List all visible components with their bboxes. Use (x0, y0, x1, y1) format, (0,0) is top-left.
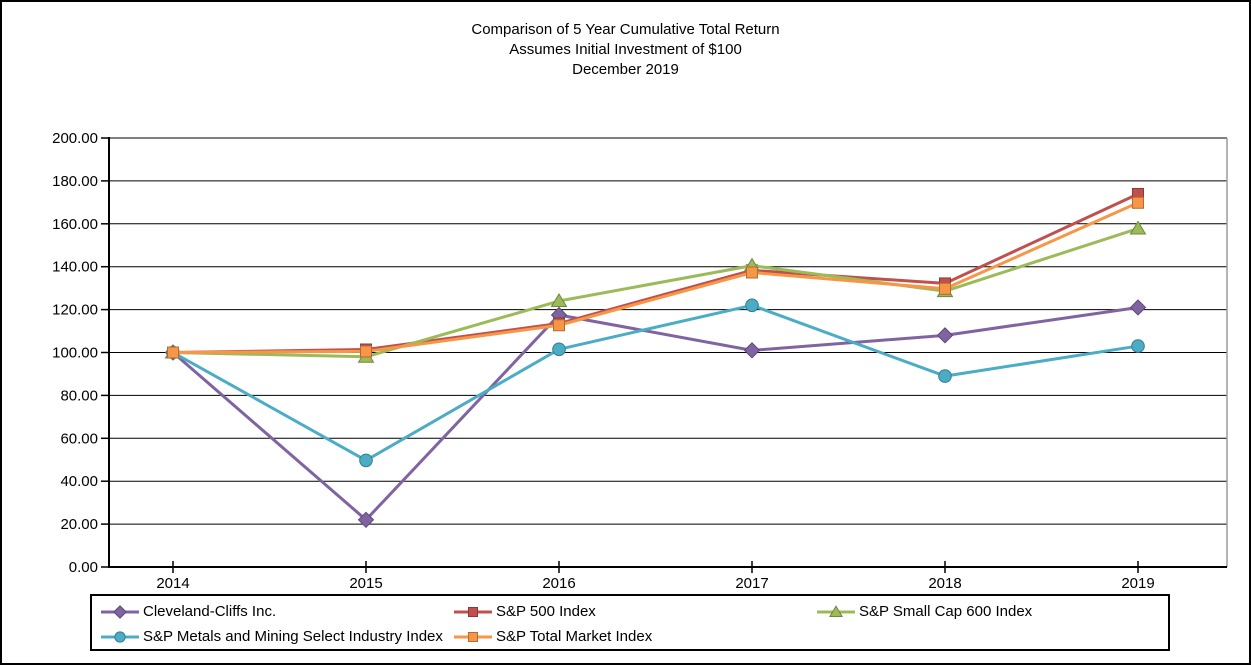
legend-label: S&P Metals and Mining Select Industry In… (143, 628, 443, 645)
series-line-0 (171, 305, 1140, 522)
y-axis-label: 180.00 (52, 173, 98, 190)
legend-diamond-marker-icon (101, 604, 139, 619)
series-3-circle-marker (745, 298, 759, 313)
legend-label: Cleveland-Cliffs Inc. (143, 603, 277, 620)
y-axis-label: 100.00 (52, 345, 98, 362)
legend-item: S&P Small Cap 600 Index (817, 599, 1168, 624)
legend-marker-sample (467, 631, 479, 642)
legend-item: S&P Metals and Mining Select Industry In… (101, 624, 454, 649)
series-line-1 (171, 192, 1140, 354)
y-axis-label: 120.00 (52, 302, 98, 319)
series-0-diamond-marker (936, 327, 954, 344)
series-0-diamond-marker (357, 511, 375, 529)
title-line-1: Comparison of 5 Year Cumulative Total Re… (471, 21, 780, 38)
title-line-3: December 2019 (572, 61, 679, 78)
x-axis-label: 2018 (928, 575, 961, 592)
series-line-3 (171, 303, 1140, 462)
legend-label: S&P 500 Index (496, 603, 596, 620)
legend-circle-marker-icon (101, 630, 139, 643)
y-axis-label: 60.00 (60, 430, 98, 447)
series-line-4 (171, 201, 1140, 354)
legend-marker-sample (828, 604, 844, 617)
x-axis-label: 2014 (156, 575, 189, 592)
series-3-circle-marker (359, 453, 373, 468)
y-axis-label: 80.00 (60, 387, 98, 404)
legend-label: S&P Small Cap 600 Index (859, 603, 1033, 620)
series-2-triangle-marker (1129, 220, 1147, 235)
series-0-diamond-marker (1129, 299, 1147, 316)
legend-item: S&P Total Market Index (454, 624, 817, 649)
y-axis-label: 40.00 (60, 473, 98, 490)
series-0-diamond-marker (743, 342, 761, 359)
y-axis-label: 0.00 (69, 559, 98, 576)
series-line-2 (171, 227, 1140, 359)
y-axis-label: 140.00 (52, 259, 98, 276)
series-4-square-marker (553, 319, 565, 332)
series-4-square-marker (360, 345, 372, 358)
series-4-square-marker (939, 282, 951, 295)
x-axis-label: 2019 (1121, 575, 1154, 592)
series-4-square-marker (1132, 196, 1144, 209)
series-4-square-marker (167, 346, 179, 359)
x-axis-label: 2017 (735, 575, 768, 592)
y-axis-label: 160.00 (52, 216, 98, 233)
legend-triangle-marker-icon (817, 604, 855, 617)
y-axis-label: 200.00 (52, 130, 98, 147)
series-3-circle-marker (552, 342, 566, 357)
legend-item: S&P 500 Index (454, 599, 817, 624)
legend-marker-sample (113, 604, 127, 619)
legend-marker-sample (114, 630, 126, 643)
x-axis-label: 2015 (349, 575, 382, 592)
title-line-2: Assumes Initial Investment of $100 (509, 41, 742, 58)
series-3-circle-marker (938, 369, 952, 383)
legend-label: S&P Total Market Index (496, 628, 653, 645)
x-axis-label: 2016 (542, 575, 575, 592)
legend-square-marker-icon (454, 606, 492, 617)
legend-item: Cleveland-Cliffs Inc. (101, 599, 454, 624)
series-3-circle-marker (1131, 339, 1145, 353)
y-axis-label: 20.00 (60, 516, 98, 533)
legend-marker-sample (467, 606, 479, 617)
series-2-triangle-marker (550, 293, 568, 308)
legend-square-marker-icon (454, 631, 492, 642)
chart-title: Comparison of 5 Year Cumulative Total Re… (2, 20, 1249, 80)
chart-legend: Cleveland-Cliffs Inc. S&P 500 Index S&P Sm… (90, 594, 1170, 651)
series-4-square-marker (746, 266, 758, 279)
